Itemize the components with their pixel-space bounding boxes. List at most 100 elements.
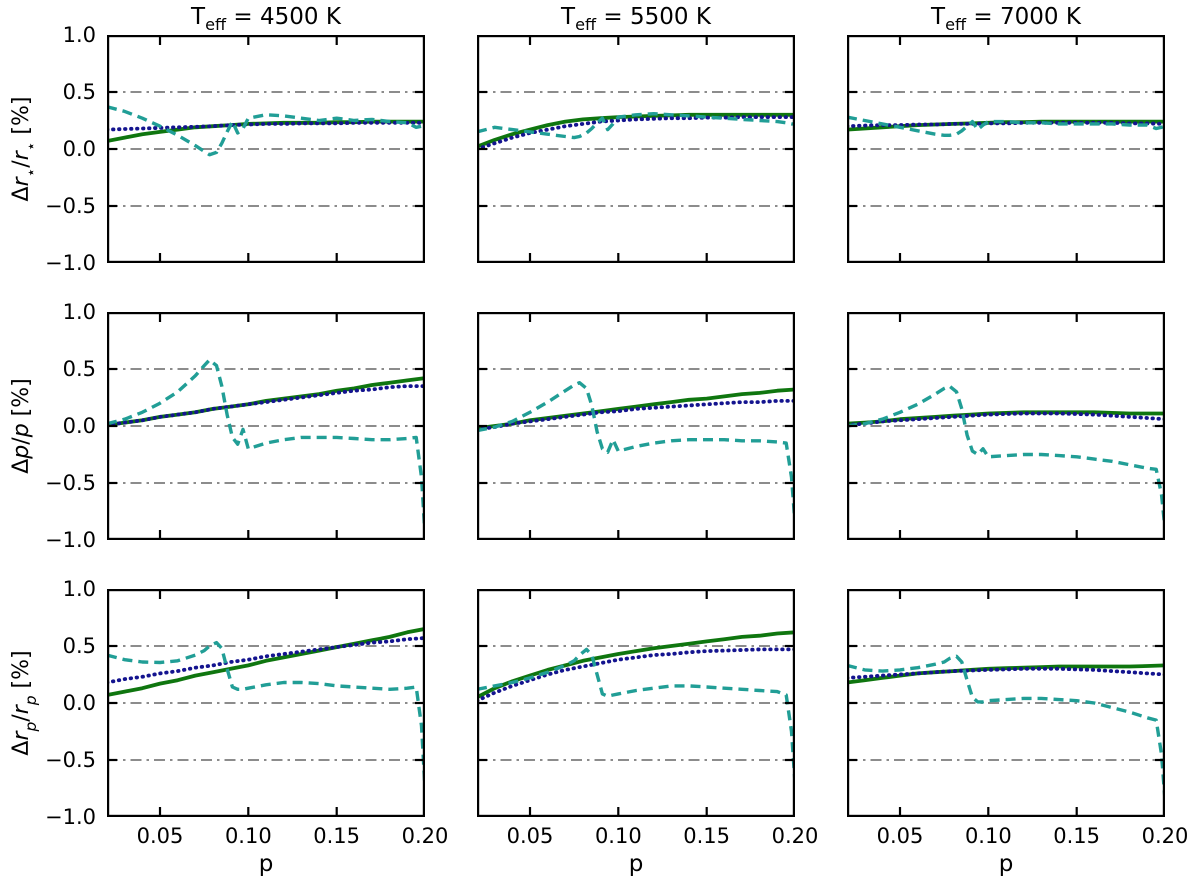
series-dashed-teal bbox=[107, 105, 425, 157]
y-tick-label: 0.0 bbox=[62, 414, 96, 438]
y-tick-label: 0.5 bbox=[62, 357, 96, 381]
x-tick-label: 0.10 bbox=[964, 824, 1012, 848]
x-tick-label: 0.05 bbox=[506, 824, 554, 848]
y-tick-label: −1.0 bbox=[45, 528, 96, 552]
series-dotted-navy bbox=[847, 666, 1165, 680]
panel-teff7000-dp bbox=[847, 312, 1165, 540]
label-segment: = 4500 K bbox=[226, 4, 341, 30]
panel-teff5500-drp bbox=[477, 589, 795, 817]
y-tick-label: 0.5 bbox=[62, 80, 96, 104]
label-segment: eff bbox=[575, 14, 597, 34]
series-dashed-teal bbox=[107, 640, 425, 789]
reference-lines bbox=[107, 91, 425, 207]
series-solid-green bbox=[477, 630, 795, 700]
x-tick-label: 0.05 bbox=[136, 824, 184, 848]
panel-teff4500-dr-star bbox=[107, 35, 425, 263]
reference-lines bbox=[847, 368, 1165, 484]
label-segment: p bbox=[21, 721, 40, 732]
axis-ticks bbox=[108, 313, 425, 539]
y-tick-label: −1.0 bbox=[45, 805, 96, 829]
x-tick-label: 0.15 bbox=[683, 824, 731, 848]
series-dashed-teal bbox=[107, 358, 425, 535]
label-segment: p bbox=[9, 444, 34, 459]
label-segment: eff bbox=[205, 14, 227, 34]
x-axis-label-col2: p bbox=[628, 851, 644, 877]
reference-lines bbox=[107, 645, 425, 761]
axis-ticks bbox=[108, 36, 425, 262]
y-tick-label: −0.5 bbox=[45, 748, 96, 772]
y-tick-label: −0.5 bbox=[45, 194, 96, 218]
series-solid-green bbox=[107, 627, 425, 697]
x-axis-label-col3: p bbox=[998, 851, 1014, 877]
panel-spine bbox=[107, 312, 425, 540]
reference-lines bbox=[477, 645, 795, 761]
reference-lines bbox=[107, 368, 425, 484]
label-segment: r bbox=[9, 177, 34, 187]
panel-spine bbox=[477, 589, 795, 817]
panel-teff5500-dr-star bbox=[477, 35, 795, 263]
series-dashed-teal bbox=[847, 384, 1165, 529]
panel-spine bbox=[847, 35, 1165, 263]
label-segment: r bbox=[9, 731, 34, 741]
axis-ticks bbox=[478, 590, 795, 816]
label-segment: = 5500 K bbox=[596, 4, 711, 30]
label-segment: T bbox=[561, 4, 576, 30]
y-tick-label: 0.0 bbox=[62, 137, 96, 161]
x-tick-label: 0.10 bbox=[224, 824, 272, 848]
axis-ticks bbox=[848, 313, 1165, 539]
x-tick-label: 0.10 bbox=[594, 824, 642, 848]
x-tick-label: 0.20 bbox=[401, 824, 449, 848]
x-tick-label: 0.20 bbox=[771, 824, 819, 848]
panel-teff7000-dr-star bbox=[847, 35, 1165, 263]
series-dashed-teal bbox=[477, 381, 795, 524]
panel-spine bbox=[847, 312, 1165, 540]
panel-spine bbox=[477, 312, 795, 540]
series-dashed-teal bbox=[847, 115, 1165, 137]
y-tick-label: 0.5 bbox=[62, 634, 96, 658]
series-dashed-teal bbox=[847, 654, 1165, 801]
label-segment: = 7000 K bbox=[966, 4, 1081, 30]
label-segment: T bbox=[191, 4, 206, 30]
y-tick-label: −1.0 bbox=[45, 251, 96, 275]
y-tick-label: 1.0 bbox=[62, 300, 96, 324]
series-dashed-teal bbox=[477, 647, 795, 783]
axis-ticks bbox=[848, 590, 1165, 816]
series-dotted-navy bbox=[477, 647, 795, 703]
x-axis-label-col1: p bbox=[258, 851, 274, 877]
series-dotted-navy bbox=[477, 115, 795, 151]
reference-lines bbox=[477, 91, 795, 207]
panel-teff4500-dp bbox=[107, 312, 425, 540]
panel-spine bbox=[107, 589, 425, 817]
panel-teff4500-drp bbox=[107, 589, 425, 817]
reference-lines bbox=[477, 368, 795, 484]
axis-ticks bbox=[478, 36, 795, 262]
axis-ticks bbox=[848, 36, 1165, 262]
column-title-teff-7000: Teff = 7000 K bbox=[847, 1, 1165, 34]
y-tick-label: 1.0 bbox=[62, 23, 96, 47]
x-tick-label: 0.05 bbox=[876, 824, 924, 848]
series-dotted-navy bbox=[107, 636, 425, 685]
column-title-teff-4500: Teff = 4500 K bbox=[107, 1, 425, 34]
x-tick-label: 0.15 bbox=[1053, 824, 1101, 848]
panel-teff5500-dp bbox=[477, 312, 795, 540]
label-segment: T bbox=[931, 4, 946, 30]
y-tick-label: 1.0 bbox=[62, 577, 96, 601]
reference-lines bbox=[847, 91, 1165, 207]
panel-spine bbox=[477, 35, 795, 263]
panel-spine bbox=[847, 589, 1165, 817]
y-tick-label: −0.5 bbox=[45, 471, 96, 495]
label-segment: eff bbox=[945, 14, 967, 34]
label-segment: ⋆ bbox=[21, 167, 40, 178]
series-dotted-navy bbox=[477, 399, 795, 432]
series-dotted-navy bbox=[107, 384, 425, 427]
panel-teff7000-drp bbox=[847, 589, 1165, 817]
panel-spine bbox=[107, 35, 425, 263]
x-tick-label: 0.20 bbox=[1141, 824, 1189, 848]
series-dashed-teal bbox=[477, 112, 795, 140]
x-tick-label: 0.15 bbox=[313, 824, 361, 848]
y-tick-label: 0.0 bbox=[62, 691, 96, 715]
axis-ticks bbox=[478, 313, 795, 539]
axis-ticks bbox=[108, 590, 425, 816]
reference-lines bbox=[847, 645, 1165, 761]
